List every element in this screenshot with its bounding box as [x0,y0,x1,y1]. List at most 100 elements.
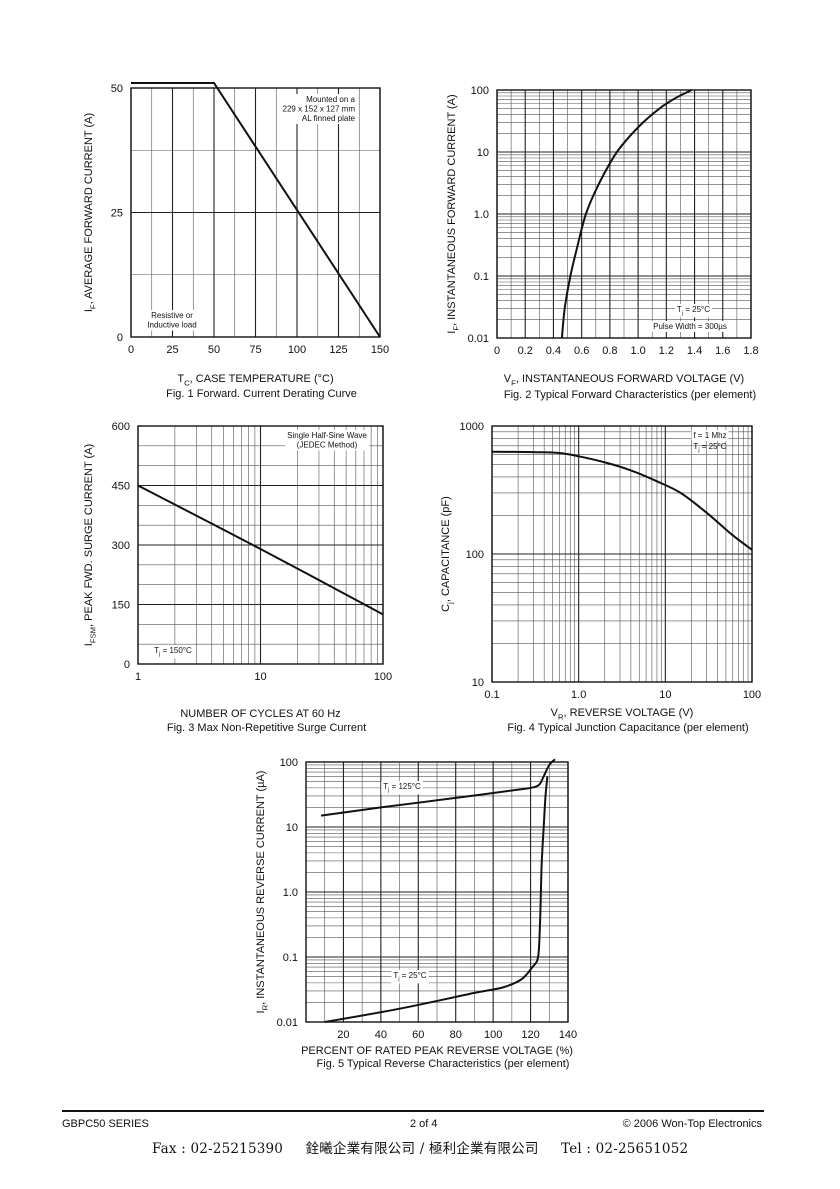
fig5-xaxis-label: PERCENT OF RATED PEAK REVERSE VOLTAGE (%… [301,1045,573,1057]
fig3-xtick-label: 10 [254,671,266,683]
fig4-xtick-label: 100 [743,689,761,701]
fig5-annotation: Tj = 125°C [381,781,424,795]
fig2-xtick-label: 1.6 [715,345,730,357]
fig3-title: Fig. 3 Max Non-Repetitive Surge Current [167,722,366,734]
fig3-ytick-label: 150 [112,600,130,612]
fig5-ytick-label: 10 [286,822,298,834]
fig4-annotation-text: Tj = 25°C [693,442,726,453]
fig5-xtick-label: 80 [450,1029,462,1041]
fig1-annotation-bg [280,94,358,124]
fig4-title: Fig. 4 Typical Junction Capacitance (per… [507,722,748,734]
fig2-plot-frame [496,89,752,339]
fig1-ytick-label: 50 [111,83,123,95]
fig2-annotation: Tj = 25°C [674,304,713,318]
fig5-title: Fig. 5 Typical Reverse Characteristics (… [317,1058,570,1070]
fig1-xtick-label: 150 [371,344,389,356]
fig4-xtick-label: 0.1 [484,689,499,701]
fig3-xaxis-label: NUMBER OF CYCLES AT 60 Hz [180,708,340,720]
fig5-yaxis-label: IR, INSTANTANEOUS REVERSE CURRENT (µA) [255,771,269,1014]
fig5-series-line [324,776,549,1023]
fig1-annotation-text: Inductive load [147,321,196,330]
fig2-series-line [560,89,693,339]
fig5-ytick-label: 1.0 [283,887,298,899]
fig2-xtick-label: 0.6 [574,345,589,357]
fig2-xtick-label: 0 [494,345,500,357]
fig1-plot-frame [130,87,381,338]
fig4-plot-frame [491,425,753,683]
fig5-annotation-bg [391,970,429,984]
fig1-annotation-text: Resistive or [151,311,193,320]
fig5-annotation-text: Tj = 25°C [393,971,426,982]
fig2-ytick-label: 0.1 [474,271,489,283]
fig2-title: Fig. 2 Typical Forward Characteristics (… [504,389,756,401]
fig2-xtick-label: 1.2 [659,345,674,357]
fig3-yaxis-label: IFSM, PEAK FWD. SURGE CURRENT (A) [83,444,97,646]
fig1-annotation-bg [145,310,199,331]
fig1-ytick-label: 25 [111,208,123,220]
fig2-annotation-bg [674,304,713,318]
fig2-xtick-label: 1.8 [743,345,758,357]
fig2-xtick-label: 0.2 [518,345,533,357]
fig5-xtick-label: 140 [559,1029,577,1041]
fig2-xtick-label: 1.0 [630,345,645,357]
chart-fig5: 20 40 60 80 100 120 140 0.01 0.1 1.0 10 100 PERCENT … [255,757,577,1070]
chart-fig3: 1 10 100 0 150 300 450 600 NUMBER OF CYCLES AT 6… [83,421,392,734]
fig3-gridlines [137,425,384,665]
fig1-xtick-label: 125 [329,344,347,356]
fig4-annotation: f = 1 Mhz [691,430,729,441]
fig3-ytick-label: 300 [112,540,130,552]
fig1-yaxis-label: IF, AVERAGE FORWARD CURRENT (A) [83,113,97,312]
chart-fig1: 0 25 50 75 100 125 150 0 25 50 TC, CASE TEMPERATUR… [83,82,389,400]
fig1-ytick-label: 0 [117,332,123,344]
fig3-annotation-text: Single Half-Sine Wave [287,431,367,440]
fig1-xtick-label: 50 [208,344,220,356]
contact-companies: 銓曦企業有限公司 / 極利企業有限公司 [305,1141,539,1157]
fig1-xtick-label: 0 [128,344,134,356]
fig1-gridlines [130,87,381,338]
fig3-annotation: Tj = 150°C [152,645,195,659]
fig5-annotation: Tj = 25°C [391,970,429,984]
fig5-ytick-label: 0.01 [277,1017,298,1029]
fig1-xtick-label: 75 [249,344,261,356]
fig1-xtick-label: 25 [166,344,178,356]
fig2-xaxis-label: VF, INSTANTANEOUS FORWARD VOLTAGE (V) [504,373,744,387]
fig3-series-line [137,484,384,616]
fig4-series-line [491,450,753,551]
fig2-ytick-label: 100 [471,85,489,97]
fig3-annotation-bg [285,430,370,451]
fig4-yaxis-label: Cj, CAPACITANCE (pF) [440,496,454,612]
fig1-series-line [131,82,381,338]
fig3-ytick-label: 600 [112,421,130,433]
fig5-annotation-text: Tj = 125°C [383,782,421,793]
chart-fig4: 0.1 1.0 10 100 10 100 1000 VR, REVERSE VOLTAGE … [440,421,761,734]
fig5-xtick-label: 20 [337,1029,349,1041]
fig3-xtick-label: 100 [374,671,392,683]
fig4-annotation: Tj = 25°C [693,442,726,453]
fig4-xaxis-label: VR, REVERSE VOLTAGE (V) [551,707,694,721]
fig4-annotation-text: f = 1 Mhz [693,431,726,440]
fig1-annotation-text: AL finned plate [302,114,356,123]
contact-line: Fax : 02-25215390 銓曦企業有限公司 / 極利企業有限公司 Te… [152,1137,706,1157]
fig2-ytick-label: 10 [477,147,489,159]
fig2-ytick-label: 0.01 [468,333,489,345]
fig5-ytick-label: 100 [280,757,298,769]
fig3-plot-frame [137,425,384,665]
fig3-annotation-text: (JEDEC Method) [297,441,358,450]
fig2-xtick-label: 0.8 [602,345,617,357]
fig5-plot-frame [305,761,569,1023]
fig2-ytick-label: 1.0 [474,209,489,221]
fig5-xtick-label: 40 [375,1029,387,1041]
chart-fig2: 0 0.2 0.4 0.6 0.8 1.0 1.2 1.4 1.6 1.8 0.01 0.1 1.0 10… [446,85,759,401]
fig2-annotation: Pulse Width = 300µs [651,321,729,332]
fig4-annotation-bg [691,430,729,441]
fig5-series-line [320,758,556,817]
fig3-annotation: Single Half-Sine Wave(JEDEC Method) [285,430,370,451]
fig4-xtick-label: 10 [659,689,671,701]
fig3-annotation-bg [152,645,195,659]
fig1-annotation-text: Mounted on a [306,95,355,104]
fig4-ytick-label: 1000 [460,421,484,433]
fig1-xaxis-label: TC, CASE TEMPERATURE (°C) [177,373,333,387]
fig2-annotation-text: Pulse Width = 300µs [653,322,727,331]
